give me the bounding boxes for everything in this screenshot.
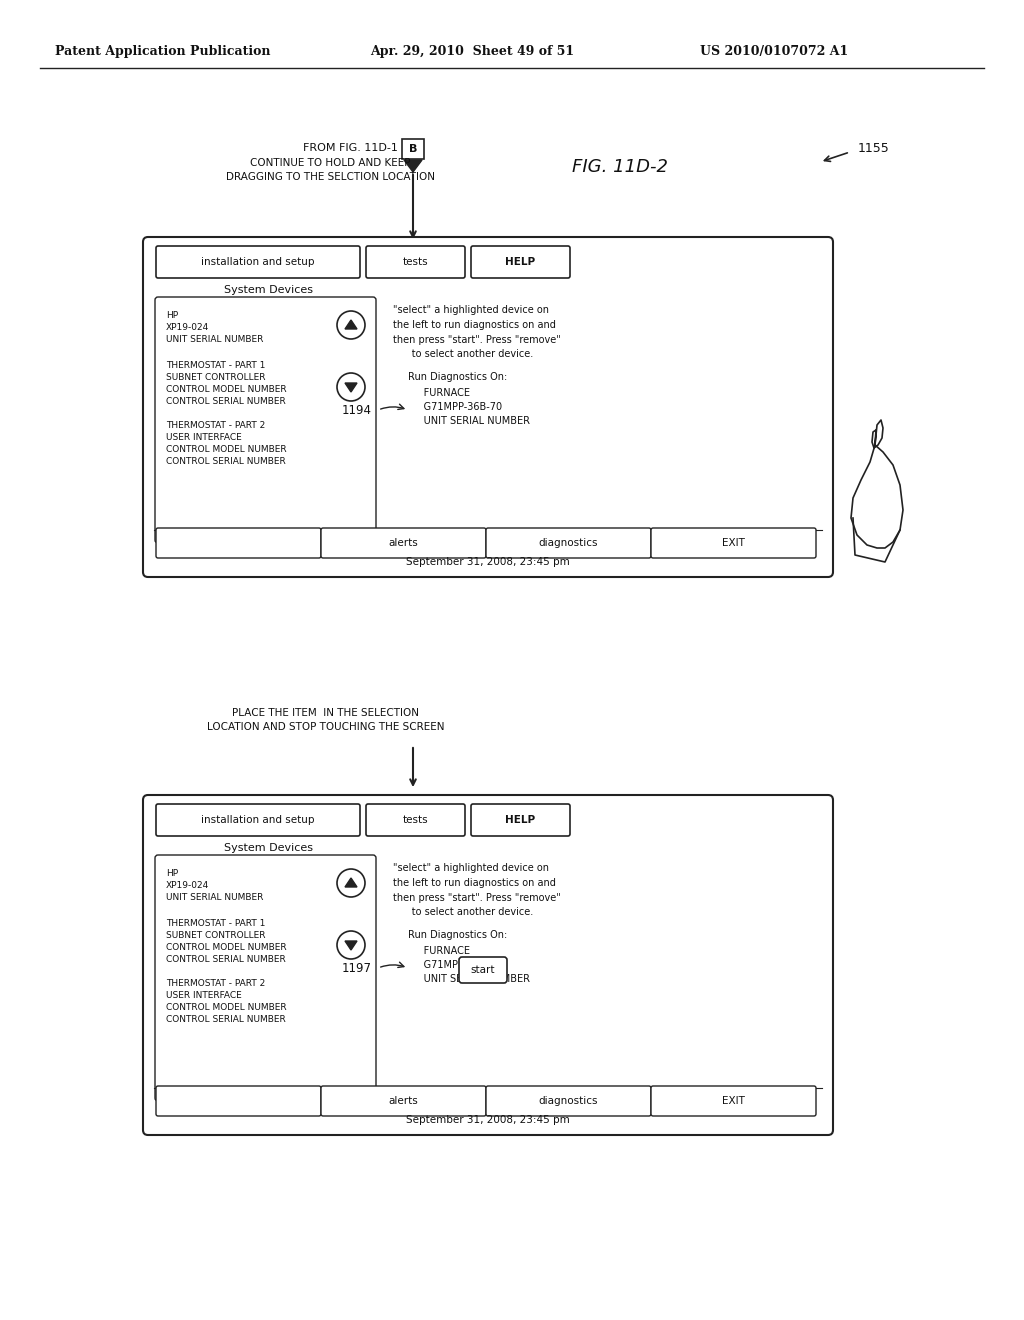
Text: Run Diagnostics On:: Run Diagnostics On: — [408, 372, 507, 381]
Text: US 2010/0107072 A1: US 2010/0107072 A1 — [700, 45, 848, 58]
Text: USER INTERFACE: USER INTERFACE — [166, 433, 242, 441]
Text: FROM FIG. 11D-1: FROM FIG. 11D-1 — [303, 143, 398, 153]
Polygon shape — [345, 878, 357, 887]
Text: CONTROL SERIAL NUMBER: CONTROL SERIAL NUMBER — [166, 1015, 286, 1023]
Text: UNIT SERIAL NUMBER: UNIT SERIAL NUMBER — [166, 334, 263, 343]
Text: FIG. 11D-2: FIG. 11D-2 — [572, 158, 668, 176]
Polygon shape — [345, 383, 357, 392]
Text: HP: HP — [166, 869, 178, 878]
Text: SUBNET CONTROLLER: SUBNET CONTROLLER — [166, 372, 265, 381]
FancyBboxPatch shape — [471, 246, 570, 279]
Text: THERMOSTAT - PART 2: THERMOSTAT - PART 2 — [166, 978, 265, 987]
Text: HP: HP — [166, 310, 178, 319]
FancyBboxPatch shape — [321, 528, 486, 558]
Text: installation and setup: installation and setup — [202, 814, 314, 825]
Text: installation and setup: installation and setup — [202, 257, 314, 267]
Text: HELP: HELP — [506, 257, 536, 267]
FancyBboxPatch shape — [459, 957, 507, 983]
Text: USER INTERFACE: USER INTERFACE — [166, 990, 242, 999]
Text: CONTROL SERIAL NUMBER: CONTROL SERIAL NUMBER — [166, 457, 286, 466]
Text: CONTROL MODEL NUMBER: CONTROL MODEL NUMBER — [166, 942, 287, 952]
Text: EXIT: EXIT — [722, 539, 744, 548]
FancyBboxPatch shape — [156, 804, 360, 836]
Text: "select" a highlighted device on
the left to run diagnostics on and
then press ": "select" a highlighted device on the lef… — [393, 863, 561, 917]
Text: tests: tests — [402, 814, 428, 825]
Text: B: B — [409, 144, 417, 154]
Text: Apr. 29, 2010  Sheet 49 of 51: Apr. 29, 2010 Sheet 49 of 51 — [370, 45, 574, 58]
FancyBboxPatch shape — [366, 246, 465, 279]
FancyBboxPatch shape — [156, 1086, 321, 1115]
FancyBboxPatch shape — [471, 804, 570, 836]
Text: SUBNET CONTROLLER: SUBNET CONTROLLER — [166, 931, 265, 940]
Text: CONTROL SERIAL NUMBER: CONTROL SERIAL NUMBER — [166, 954, 286, 964]
Text: September 31, 2008, 23:45 pm: September 31, 2008, 23:45 pm — [407, 557, 570, 568]
Text: CONTROL MODEL NUMBER: CONTROL MODEL NUMBER — [166, 384, 287, 393]
Text: alerts: alerts — [389, 1096, 419, 1106]
Text: Run Diagnostics On:: Run Diagnostics On: — [408, 931, 507, 940]
Text: 1194: 1194 — [342, 404, 372, 417]
Text: 1197: 1197 — [342, 961, 372, 974]
Polygon shape — [345, 941, 357, 950]
Text: System Devices: System Devices — [223, 285, 312, 294]
Text: CONTROL SERIAL NUMBER: CONTROL SERIAL NUMBER — [166, 396, 286, 405]
FancyBboxPatch shape — [366, 804, 465, 836]
Text: FURNACE
     G71MPP-36B-70
     UNIT SERIAL NUMBER: FURNACE G71MPP-36B-70 UNIT SERIAL NUMBER — [408, 946, 530, 983]
Text: diagnostics: diagnostics — [539, 539, 598, 548]
Text: THERMOSTAT - PART 1: THERMOSTAT - PART 1 — [166, 360, 265, 370]
FancyBboxPatch shape — [156, 246, 360, 279]
FancyBboxPatch shape — [402, 139, 424, 158]
Text: XP19-024: XP19-024 — [166, 322, 209, 331]
Text: XP19-024: XP19-024 — [166, 880, 209, 890]
Text: 1155: 1155 — [858, 141, 890, 154]
Text: start: start — [471, 965, 496, 975]
Text: System Devices: System Devices — [223, 843, 312, 853]
Text: alerts: alerts — [389, 539, 419, 548]
Polygon shape — [345, 319, 357, 329]
Text: diagnostics: diagnostics — [539, 1096, 598, 1106]
Text: HELP: HELP — [506, 814, 536, 825]
Polygon shape — [404, 160, 422, 172]
Text: CONTROL MODEL NUMBER: CONTROL MODEL NUMBER — [166, 445, 287, 454]
Text: THERMOSTAT - PART 1: THERMOSTAT - PART 1 — [166, 919, 265, 928]
FancyBboxPatch shape — [156, 528, 321, 558]
Text: EXIT: EXIT — [722, 1096, 744, 1106]
Text: Patent Application Publication: Patent Application Publication — [55, 45, 270, 58]
FancyBboxPatch shape — [486, 528, 651, 558]
Text: CONTINUE TO HOLD AND KEEP
DRAGGING TO THE SELCTION LOCATION: CONTINUE TO HOLD AND KEEP DRAGGING TO TH… — [225, 158, 434, 182]
Text: THERMOSTAT - PART 2: THERMOSTAT - PART 2 — [166, 421, 265, 429]
Text: PLACE THE ITEM  IN THE SELECTION
LOCATION AND STOP TOUCHING THE SCREEN: PLACE THE ITEM IN THE SELECTION LOCATION… — [207, 708, 444, 733]
Text: UNIT SERIAL NUMBER: UNIT SERIAL NUMBER — [166, 892, 263, 902]
Text: "select" a highlighted device on
the left to run diagnostics on and
then press ": "select" a highlighted device on the lef… — [393, 305, 561, 359]
FancyBboxPatch shape — [486, 1086, 651, 1115]
Text: FURNACE
     G71MPP-36B-70
     UNIT SERIAL NUMBER: FURNACE G71MPP-36B-70 UNIT SERIAL NUMBER — [408, 388, 530, 426]
FancyBboxPatch shape — [155, 297, 376, 543]
FancyBboxPatch shape — [651, 1086, 816, 1115]
FancyBboxPatch shape — [155, 855, 376, 1101]
FancyBboxPatch shape — [143, 238, 833, 577]
Text: CONTROL MODEL NUMBER: CONTROL MODEL NUMBER — [166, 1002, 287, 1011]
Text: September 31, 2008, 23:45 pm: September 31, 2008, 23:45 pm — [407, 1115, 570, 1125]
FancyBboxPatch shape — [651, 528, 816, 558]
Text: tests: tests — [402, 257, 428, 267]
FancyBboxPatch shape — [321, 1086, 486, 1115]
FancyBboxPatch shape — [143, 795, 833, 1135]
